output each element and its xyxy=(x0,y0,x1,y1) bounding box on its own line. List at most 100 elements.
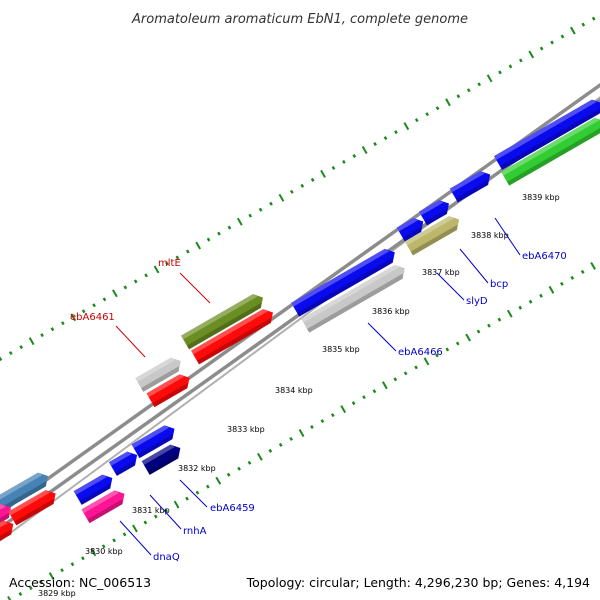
tick-mark xyxy=(290,189,294,194)
gene-arrow xyxy=(0,472,48,513)
tick-mark xyxy=(372,389,377,394)
tick-mark xyxy=(476,329,481,334)
tick-mark xyxy=(90,548,97,557)
gene-arrow xyxy=(108,451,138,476)
tick-mark xyxy=(153,265,160,274)
gene-label-dnaQ[interactable]: dnaQ xyxy=(153,552,180,563)
tick-mark xyxy=(143,520,148,525)
tick-mark xyxy=(19,345,24,350)
gene-arrow-highlight xyxy=(501,117,600,176)
tick-mark xyxy=(40,333,44,338)
gene-arrow xyxy=(449,171,491,203)
kbp-label: 3836 kbp xyxy=(372,307,410,316)
gene-arrow-highlight xyxy=(419,200,444,216)
gene-arrow-highlight xyxy=(73,474,107,495)
tick-mark xyxy=(269,201,273,206)
gene-label-mltE[interactable]: mltE xyxy=(158,258,181,269)
gene-arrow-shade xyxy=(196,317,272,365)
tick-mark xyxy=(257,452,263,461)
gene-label-ebA6461[interactable]: ebA6461 xyxy=(70,312,115,323)
gene-label-ebA6470[interactable]: ebA6470 xyxy=(522,251,567,262)
tick-mark xyxy=(528,299,533,304)
tick-mark xyxy=(60,568,64,573)
kbp-label: 3832 kbp xyxy=(178,464,216,473)
leader-line xyxy=(179,272,211,304)
gene-arrow-highlight xyxy=(0,504,6,510)
gene-arrow-highlight xyxy=(8,490,51,516)
tick-mark xyxy=(425,112,429,117)
tick-mark xyxy=(320,169,326,178)
gene-arrow-shade xyxy=(0,512,10,524)
tick-mark xyxy=(18,592,23,597)
gene-arrow-highlight xyxy=(135,357,176,382)
tick-mark xyxy=(81,309,86,314)
tick-mark xyxy=(195,241,202,250)
tick-mark xyxy=(445,347,450,352)
tick-mark xyxy=(508,64,513,69)
gene-arrow-shade xyxy=(137,433,173,459)
tick-mark xyxy=(278,442,283,447)
kbp-label: 3833 kbp xyxy=(227,425,265,434)
gene-arrow-shade xyxy=(14,498,54,526)
tick-mark xyxy=(164,508,169,513)
gene-arrow-shade xyxy=(455,179,489,203)
leader-line xyxy=(119,520,152,556)
gene-arrow xyxy=(0,520,14,541)
gene-arrow-shade xyxy=(147,453,179,475)
tick-mark xyxy=(28,337,35,346)
gene-label-rnhA[interactable]: rnhA xyxy=(183,526,207,537)
tick-mark xyxy=(185,249,190,254)
tick-mark xyxy=(102,297,107,302)
gene-arrow xyxy=(191,309,273,365)
tick-mark xyxy=(70,313,77,322)
tick-mark xyxy=(403,122,410,131)
tick-mark xyxy=(81,556,85,561)
tick-mark xyxy=(414,118,419,123)
tick-mark xyxy=(352,153,357,158)
gene-arrow-shade xyxy=(297,257,393,317)
tick-mark xyxy=(61,321,65,326)
gene-arrow-highlight xyxy=(131,425,170,449)
tick-mark xyxy=(226,472,231,477)
gene-arrow-shade xyxy=(424,208,448,226)
tick-mark xyxy=(248,213,253,218)
tick-mark xyxy=(310,177,315,182)
gene-arrow-highlight xyxy=(141,444,175,465)
tick-mark xyxy=(185,496,189,501)
gene-arrow xyxy=(404,216,460,256)
kbp-label: 3839 kbp xyxy=(522,193,560,202)
gene-label-ebA6466[interactable]: ebA6466 xyxy=(398,347,443,358)
tick-mark xyxy=(101,544,106,549)
gene-arrow xyxy=(181,294,263,350)
gene-label-bcp[interactable]: bcp xyxy=(490,279,508,290)
gene-label-ebA6459[interactable]: ebA6459 xyxy=(210,503,255,514)
gene-arrow-shade xyxy=(499,108,600,170)
kbp-label: 3835 kbp xyxy=(322,345,360,354)
gene-arrow-highlight xyxy=(0,520,8,528)
kbp-label: 3831 kbp xyxy=(132,506,170,515)
gene-arrow xyxy=(73,474,113,505)
tick-mark xyxy=(247,460,252,465)
tick-mark xyxy=(486,74,493,83)
gene-arrow-shade xyxy=(87,498,123,524)
tick-mark xyxy=(215,476,222,485)
gene-label-slyD[interactable]: slyD xyxy=(466,296,488,307)
kbp-labels: 3829 kbp 3830 kbp 3831 kbp 3832 kbp 3833… xyxy=(38,193,560,598)
gene-arrow-shade xyxy=(402,226,422,242)
tick-mark xyxy=(175,255,180,260)
tick-mark xyxy=(466,88,471,93)
tick-mark xyxy=(381,381,388,390)
gene-arrow xyxy=(396,218,424,242)
tick-mark xyxy=(465,333,472,342)
gene-arrow-shade xyxy=(141,366,179,392)
tick-mark xyxy=(342,159,346,164)
tick-mark xyxy=(340,405,347,414)
tick-mark xyxy=(205,484,210,489)
tick-mark xyxy=(518,58,523,63)
tick-mark xyxy=(403,371,408,376)
tick-mark xyxy=(236,217,243,226)
gene-arrow-highlight xyxy=(0,472,43,500)
tick-mark xyxy=(112,289,118,298)
tick-mark xyxy=(518,305,523,310)
